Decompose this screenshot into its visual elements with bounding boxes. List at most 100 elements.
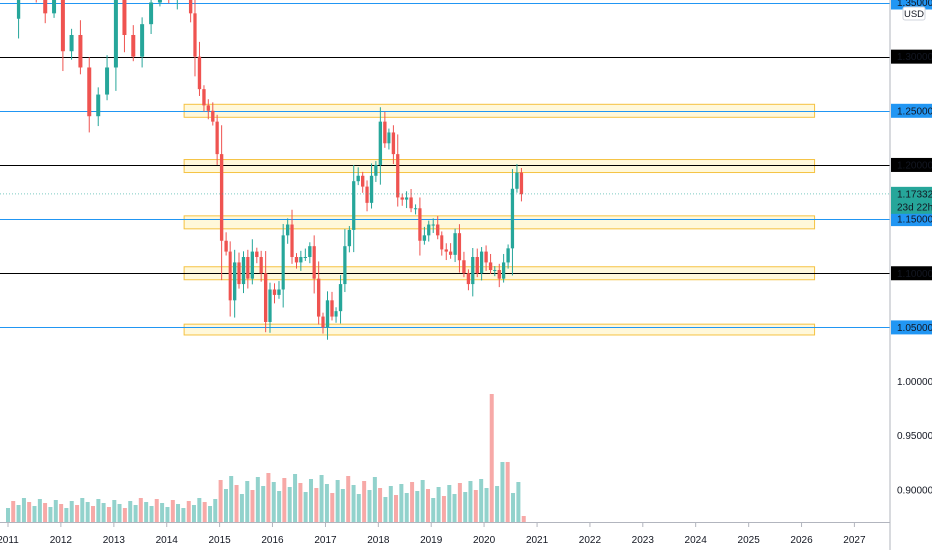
- volume-bar: [245, 481, 250, 522]
- candle-body: [431, 224, 435, 226]
- candle-body: [60, 0, 65, 52]
- volume-bar: [521, 516, 526, 522]
- volume-bar: [516, 482, 521, 522]
- volume-bar: [298, 483, 303, 522]
- volume-bar: [277, 491, 282, 522]
- time-tick-label: 2024: [685, 535, 708, 546]
- candle-body: [96, 94, 101, 117]
- volume-bar: [261, 486, 266, 522]
- volume-bar: [293, 474, 298, 522]
- price-tick-label: 0.95000: [897, 431, 932, 442]
- volume-bar: [149, 506, 154, 522]
- candle-body: [202, 89, 206, 106]
- candle-body: [211, 110, 215, 122]
- time-tick-label: 2021: [526, 535, 549, 546]
- candle-body: [285, 224, 290, 236]
- candle-body: [232, 262, 237, 301]
- candle-body: [448, 251, 453, 255]
- volume-bar: [447, 485, 452, 522]
- candle-body: [334, 311, 338, 317]
- volume-bar: [436, 487, 441, 522]
- candle-body: [391, 132, 396, 155]
- volume-bar: [128, 501, 133, 522]
- candle-body: [413, 208, 418, 210]
- volume-bar: [394, 495, 399, 522]
- volume-bar: [426, 489, 431, 522]
- volume-bar: [404, 493, 409, 522]
- candle-body: [312, 246, 316, 279]
- zone-rectangle: [183, 323, 816, 336]
- volume-bar: [191, 505, 196, 522]
- volume-bar: [112, 500, 117, 522]
- volume-bar: [335, 480, 340, 522]
- candle-body: [519, 172, 524, 195]
- volume-bar: [367, 490, 372, 522]
- currency-label: USD: [904, 9, 924, 20]
- volume-bar: [91, 506, 96, 522]
- candle-body: [444, 249, 448, 252]
- candle-body: [321, 316, 325, 328]
- volume-bar: [154, 499, 159, 522]
- volume-bar: [388, 486, 393, 522]
- currency-badge[interactable]: USD: [902, 6, 926, 21]
- volume-bar: [415, 491, 420, 522]
- candle-body: [259, 257, 263, 274]
- candle-body: [493, 270, 497, 272]
- time-tick-label: 2013: [103, 535, 126, 546]
- time-tick-label: 2015: [208, 535, 231, 546]
- candle-body: [378, 121, 383, 165]
- volume-bar: [85, 502, 90, 522]
- volume-bar: [319, 475, 324, 522]
- price-tick-label: 0.90000: [897, 485, 932, 496]
- candle-body: [497, 270, 501, 279]
- candle-body: [475, 257, 479, 274]
- candle-body: [418, 208, 422, 241]
- candle-body: [131, 34, 136, 57]
- candle-body: [369, 175, 374, 203]
- candle-body: [299, 257, 303, 263]
- volume-bar: [473, 490, 478, 522]
- volume-bar: [165, 507, 170, 522]
- volume-bar: [16, 505, 21, 522]
- volume-bar: [266, 473, 271, 522]
- candle-body: [268, 289, 272, 322]
- candle-body: [330, 300, 334, 317]
- candle-body: [255, 251, 259, 258]
- volume-bar: [176, 504, 181, 522]
- candle-body: [78, 34, 83, 68]
- volume-bar: [106, 507, 111, 522]
- time-tick-label: 2014: [156, 535, 179, 546]
- volume-bar: [138, 498, 143, 522]
- volume-bar: [75, 505, 80, 522]
- time-tick-label: 2016: [261, 535, 284, 546]
- candle-body: [149, 2, 154, 25]
- volume-bar: [234, 485, 239, 522]
- candle-body: [387, 132, 391, 144]
- horizontal-price-lines: [0, 3, 890, 328]
- time-tick-label: 2017: [314, 535, 337, 546]
- volume-bar: [6, 508, 10, 522]
- candle-body: [188, 0, 193, 14]
- candle-body: [215, 121, 219, 155]
- candle-body: [224, 240, 228, 252]
- volume-bar: [489, 394, 494, 522]
- candle-body: [453, 233, 457, 255]
- candle-body: [263, 273, 268, 322]
- price-tick-label: 1.10000: [897, 269, 932, 280]
- volume-bar: [218, 480, 223, 522]
- volume-bar: [410, 482, 415, 522]
- price-tick-label: 1.35000: [897, 0, 932, 9]
- last-price-label: 1.17332: [897, 189, 932, 200]
- candle-body: [409, 197, 413, 209]
- zone-rectangle: [183, 103, 816, 118]
- volume-bar: [308, 479, 313, 522]
- candle-body: [16, 0, 21, 19]
- candle-body: [294, 257, 299, 263]
- price-label-badge: [891, 320, 932, 335]
- candle-body: [281, 235, 285, 290]
- price-tick-label: 1.00000: [897, 377, 932, 388]
- candle-body: [457, 233, 462, 261]
- volume-bar: [330, 493, 335, 522]
